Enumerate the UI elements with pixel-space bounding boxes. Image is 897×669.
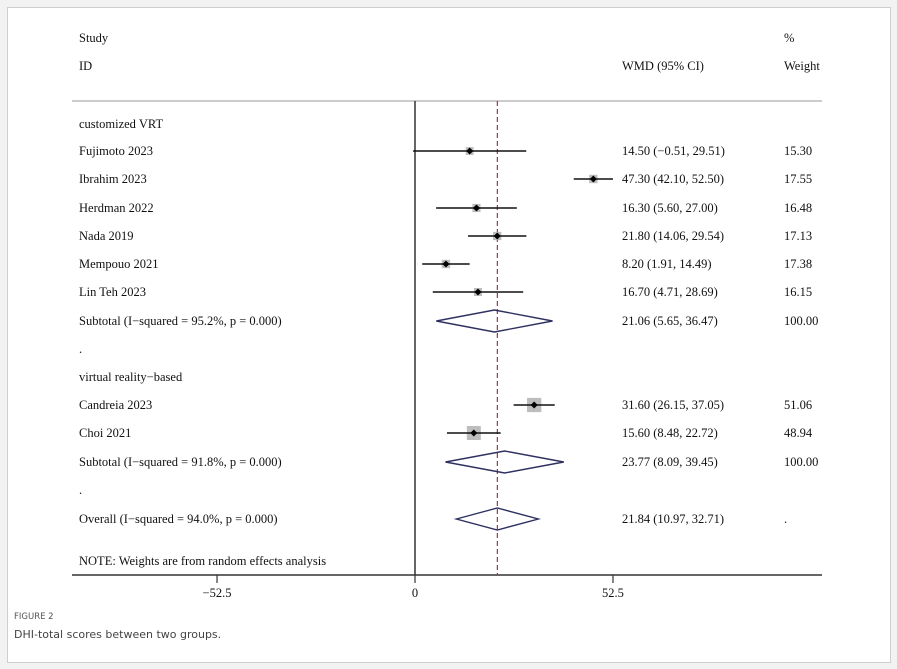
row-effect-ci: 16.70 (4.71, 28.69) (622, 285, 718, 299)
point-estimate (493, 232, 501, 240)
header-effect: WMD (95% CI) (622, 59, 704, 73)
row-weight: 51.06 (784, 398, 812, 412)
row-weight: 100.00 (784, 314, 818, 328)
row-weight: 16.48 (784, 201, 812, 215)
row-effect-ci: 14.50 (−0.51, 29.51) (622, 144, 725, 158)
header-id: ID (79, 59, 92, 73)
row-weight: 100.00 (784, 455, 818, 469)
row-label: Lin Teh 2023 (79, 285, 146, 299)
row-weight: 16.15 (784, 285, 812, 299)
row-label: Ibrahim 2023 (79, 172, 147, 186)
row-effect-ci: 23.77 (8.09, 39.45) (622, 455, 718, 469)
row-effect-ci: 21.06 (5.65, 36.47) (622, 314, 718, 328)
row-weight: 17.38 (784, 257, 812, 271)
row-label: Candreia 2023 (79, 398, 152, 412)
point-estimate (470, 429, 478, 437)
header-study: Study (79, 31, 109, 45)
subtotal-diamond (436, 309, 553, 333)
row-label: Mempouo 2021 (79, 257, 159, 271)
row-label: . (79, 483, 82, 497)
row-label: customized VRT (79, 117, 163, 131)
point-estimate (466, 147, 474, 155)
point-estimate (530, 401, 538, 409)
x-tick-label: −52.5 (203, 586, 232, 600)
row-effect-ci: 21.80 (14.06, 29.54) (622, 229, 724, 243)
row-weight: 17.55 (784, 172, 812, 186)
figure-caption: DHI-total scores between two groups. (14, 628, 222, 641)
row-weight: . (784, 512, 787, 526)
row-weight: 48.94 (784, 426, 813, 440)
overall-diamond (453, 507, 542, 531)
row-label: Subtotal (I−squared = 91.8%, p = 0.000) (79, 455, 282, 469)
row-label: Overall (I−squared = 94.0%, p = 0.000) (79, 512, 278, 526)
row-label: Nada 2019 (79, 229, 134, 243)
x-tick-label: 0 (412, 586, 418, 600)
row-label: Fujimoto 2023 (79, 144, 153, 158)
row-weight: 17.13 (784, 229, 812, 243)
row-effect-ci: 8.20 (1.91, 14.49) (622, 257, 712, 271)
row-label: . (79, 342, 82, 356)
row-effect-ci: 31.60 (26.15, 37.05) (622, 398, 724, 412)
row-label: virtual reality−based (79, 370, 183, 384)
row-weight: 15.30 (784, 144, 812, 158)
row-effect-ci: 16.30 (5.60, 27.00) (622, 201, 718, 215)
point-estimate (472, 204, 480, 212)
row-label: Herdman 2022 (79, 201, 154, 215)
row-effect-ci: 21.84 (10.97, 32.71) (622, 512, 724, 526)
point-estimate (442, 260, 450, 268)
x-tick-label: 52.5 (602, 586, 624, 600)
row-label: Choi 2021 (79, 426, 131, 440)
figure-label: FIGURE 2 (14, 612, 54, 622)
row-effect-ci: 15.60 (8.48, 22.72) (622, 426, 718, 440)
point-estimate (589, 175, 597, 183)
note-text: NOTE: Weights are from random effects an… (79, 554, 326, 568)
row-label: Subtotal (I−squared = 95.2%, p = 0.000) (79, 314, 282, 328)
figure-frame (7, 7, 891, 663)
subtotal-diamond (445, 450, 564, 474)
header-weight: Weight (784, 59, 820, 73)
point-estimate (474, 288, 482, 296)
row-effect-ci: 47.30 (42.10, 52.50) (622, 172, 724, 186)
header-weight-pct: % (784, 31, 794, 45)
